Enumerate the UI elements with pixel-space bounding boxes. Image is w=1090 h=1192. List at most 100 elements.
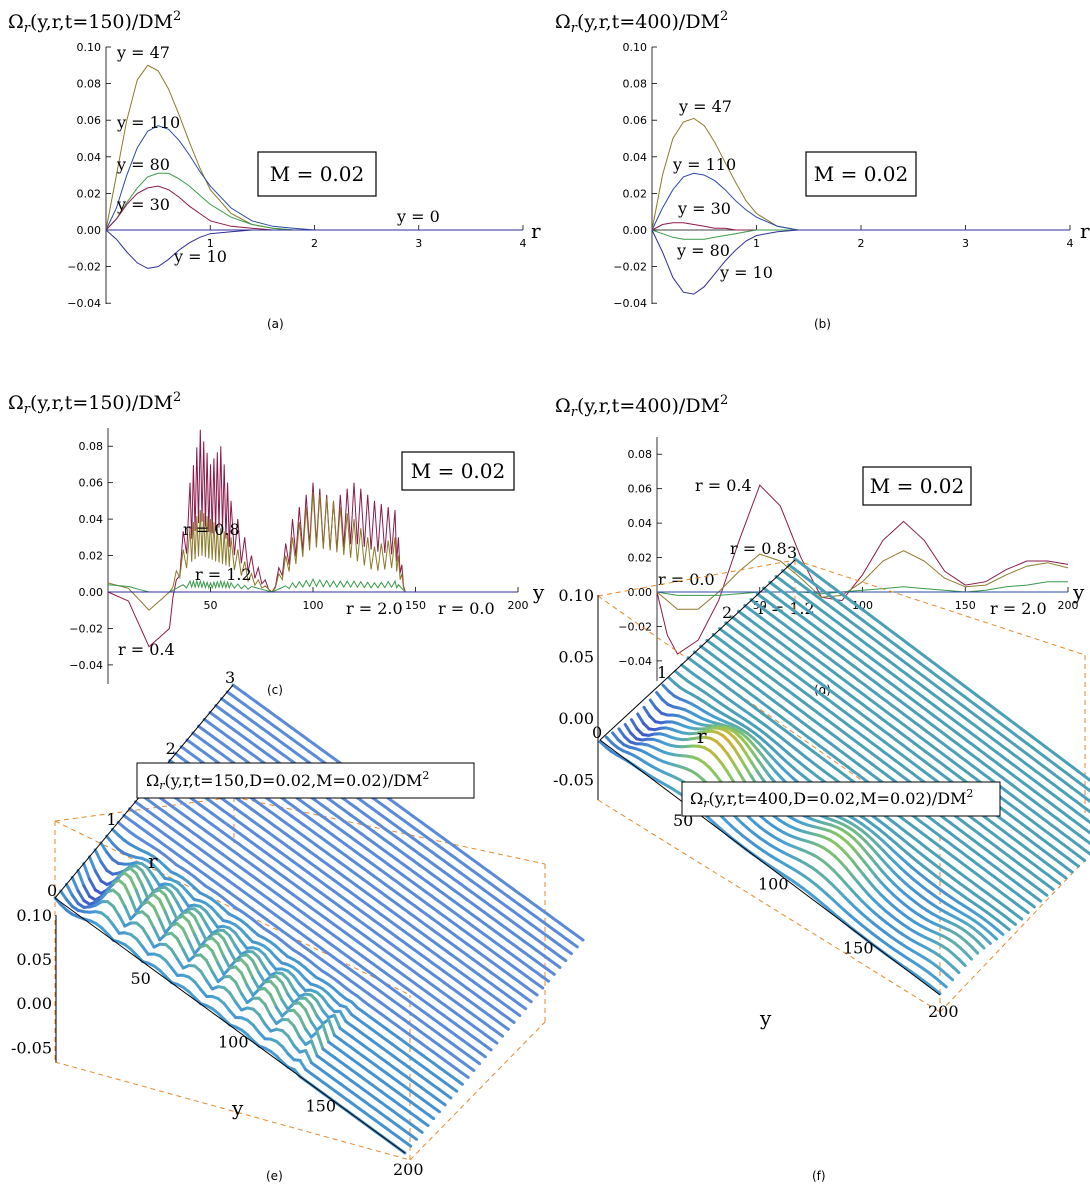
surface-ridge-segment (720, 745, 730, 756)
series-line-y-110 (105, 125, 523, 231)
surface-ridge-segment (630, 718, 639, 731)
surface-ridge-segment (169, 890, 179, 904)
surface-ridge-segment (170, 948, 179, 961)
surface-ridge-segment (756, 758, 766, 770)
surface-ridge-segment (939, 980, 948, 989)
panel-e-caption: (e) (266, 1169, 283, 1183)
panel-a-caption: (a) (267, 317, 284, 331)
surface-ridge-segment (524, 996, 533, 1004)
y-tick-label: 0.08 (77, 78, 102, 91)
surface-ridge-segment (269, 993, 278, 1009)
surface-ridge-segment (309, 1020, 319, 1032)
surface-ridge-segment (134, 871, 144, 887)
y-tick-label: −0.02 (69, 622, 103, 635)
surface-ridge-segment (518, 1003, 528, 1011)
surface-ridge-segment (743, 765, 753, 778)
x-tick-label: 2 (311, 237, 318, 250)
surface-ridge-segment (251, 959, 261, 974)
y-tick-label: 0.00 (79, 586, 104, 599)
surface-ridge-segment (117, 893, 127, 908)
surface-ridge-segment (117, 913, 127, 928)
series-line-r-0_4 (656, 484, 1069, 655)
series-label: y = 47 (678, 97, 732, 116)
x-tick-label: 1 (207, 237, 214, 250)
y-tick-label: 0.08 (623, 78, 648, 91)
surface-ridge-segment (617, 727, 626, 739)
box-edge (597, 559, 796, 597)
surface-ridge-segment (146, 915, 156, 930)
surface-ridge-segment (558, 954, 568, 963)
y-tick-label: 0.04 (623, 151, 648, 164)
surface-ridge-segment (164, 924, 173, 935)
parameter-box (862, 466, 972, 506)
x-tick-label: 150 (955, 599, 976, 612)
surface-ridge-segment (158, 917, 167, 935)
z-tick-label: 0.10 (558, 586, 594, 605)
surface-ridge-segment (1077, 854, 1087, 862)
surface-ridge-segment (851, 859, 860, 870)
series-line-y-10 (651, 229, 1070, 295)
surface-ridge-segment (105, 916, 115, 927)
surface-ridge-segment (512, 1009, 522, 1018)
x-tick-label: 4 (520, 237, 527, 250)
y-tick-label: 0.02 (77, 187, 102, 200)
surface-ridge-segment (745, 742, 754, 754)
surface-ridge-segment (257, 1013, 267, 1026)
panel-f-title: Ωr(y,r,t=400,D=0.02,M=0.02)/DM2 (690, 787, 973, 810)
surface-ridge-segment (152, 905, 162, 921)
surface-ridge-segment (233, 944, 243, 956)
box-edge (233, 796, 546, 865)
surface-ridge-segment (1020, 906, 1030, 915)
surface-ridge-segment (93, 869, 103, 883)
surface-ridge-segment (443, 1092, 453, 1100)
z-tick-label: -0.05 (553, 771, 594, 790)
surface-ridge-segment (239, 991, 249, 1005)
surface-ridge-segment (169, 905, 179, 921)
surface-ridge-segment (111, 923, 121, 935)
surface-ridge-segment (135, 937, 144, 948)
x-tick-label: 3 (962, 237, 969, 250)
surface-ridge-segment (303, 1008, 313, 1024)
y-tick-label: 0.00 (628, 586, 653, 599)
surface-ridge-segment (82, 862, 91, 881)
surface-ridge-segment (274, 1005, 284, 1018)
r-axis-label: r (148, 849, 158, 873)
surface-ridge-segment (547, 968, 556, 976)
series-line-r-0_4 (107, 429, 518, 648)
surface-ridge-segment (733, 736, 742, 747)
series-label: r = 2.0 (990, 599, 1047, 618)
y-axis-label: y (759, 1006, 772, 1030)
surface-ridge-segment (123, 883, 132, 899)
surface-ridge-segment (205, 979, 214, 991)
surface-ridge-segment (1014, 913, 1024, 921)
surface-ridge-segment (170, 966, 179, 977)
panel-e-title-box (136, 762, 475, 799)
surface-ridge-segment (111, 904, 121, 917)
surface-ridge-segment (976, 940, 986, 950)
series-label: r = 0.0 (438, 599, 495, 618)
surface-ridge-segment (1085, 818, 1090, 825)
surface-ridge-segment (304, 1049, 313, 1065)
surface-ridge-segment (228, 948, 237, 963)
surface-ridge-segment (193, 915, 202, 930)
surface-ridge-segment (99, 860, 109, 872)
surface-ridge-segment (134, 888, 144, 907)
surface-ridge-segment (755, 770, 765, 782)
surface-ridge-segment (70, 893, 80, 906)
surface-ridge-segment (262, 965, 272, 977)
series-line-y-10 (105, 229, 523, 269)
surface-ridge-segment (732, 746, 742, 759)
surface-ridge-segment (76, 869, 86, 888)
y-tick-label: 0.02 (79, 550, 104, 563)
surface-ridge-segment (1086, 798, 1090, 804)
y-axis-label: y (231, 1096, 244, 1120)
box-edge (409, 1021, 546, 1161)
surface-ridge-segment (187, 920, 196, 936)
surface-ridge-segment (263, 1002, 273, 1017)
surface-ridge-segment (222, 1002, 232, 1013)
x-tick-label: 1 (753, 237, 760, 250)
x-axis-label: r (1080, 219, 1090, 243)
y-tick-label: 100 (218, 1033, 249, 1052)
surface-ridge-segment (280, 1045, 290, 1056)
